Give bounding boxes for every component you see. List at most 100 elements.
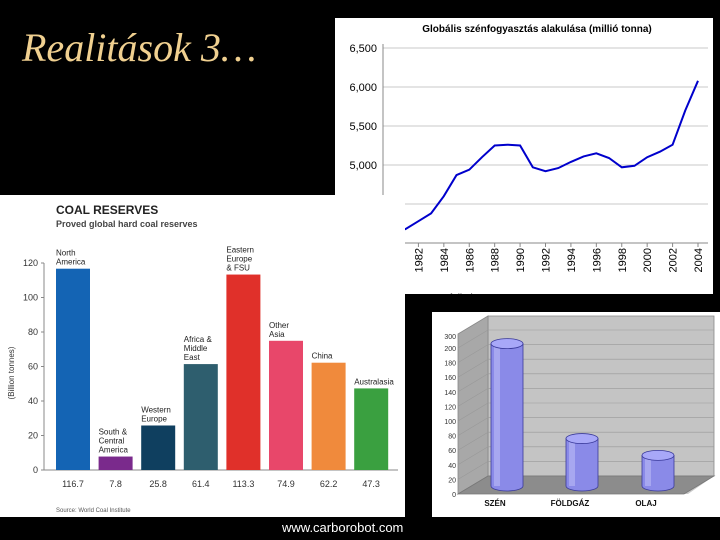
reserves-category-label: North	[56, 249, 76, 258]
reserves-chart-source: Source: World Coal Institute	[56, 508, 131, 514]
reserves-bar	[226, 274, 261, 470]
reserves-bar	[311, 362, 346, 470]
reserves-category-label: Asia	[269, 330, 285, 339]
cylinder-chart-y-tick: 80	[448, 434, 456, 441]
cylinder-chart-y-ticks: 0 20 40 60 80 100 120 140 160 180 200 300	[444, 334, 456, 499]
cylinder-chart-gridline	[457, 358, 489, 378]
cylinder-chart-y-tick: 180	[444, 361, 456, 368]
footer-url: www.carborobot.com	[282, 520, 404, 535]
fuel-cylinder-bar-chart: 0 20 40 60 80 100 120 140 160 180 200 300 SZÉN FÖLDG…	[432, 312, 720, 517]
cylinder-bar	[641, 449, 675, 492]
line-chart-series	[392, 80, 699, 235]
reserves-category-label: & FSU	[226, 264, 250, 273]
line-chart-title: Globális szénfogyasztás alakulása (milli…	[422, 24, 652, 35]
reserves-category-label: Australasia	[354, 377, 394, 386]
reserves-value-label: 74.9	[277, 479, 295, 489]
cylinder-chart-gridline	[457, 402, 489, 422]
reserves-category-label: Africa &	[184, 335, 213, 344]
reserves-value-label: 113.3	[232, 479, 254, 489]
reserves-chart-value-labels: 116.7 7.8 25.8 61.4 113.3 74.9 62.2 47.3	[62, 479, 380, 489]
reserves-category-label: America	[99, 446, 129, 455]
reserves-category-label: Europe	[226, 255, 252, 264]
line-chart-x-tick: 1988	[490, 248, 502, 272]
line-chart-x-tick: 1982	[413, 248, 425, 272]
reserves-chart-y-tick: 80	[28, 327, 38, 337]
line-chart-x-tick: 2002	[668, 248, 680, 272]
reserves-category-label: Eastern	[226, 246, 254, 255]
line-chart-x-tick: 2004	[693, 248, 705, 272]
reserves-chart-y-tick: 120	[23, 258, 38, 268]
reserves-chart-y-axis-label: (Billion tonnes)	[7, 346, 16, 399]
line-chart-x-tick: 1996	[591, 248, 603, 272]
line-chart-y-tick: 5,500	[349, 121, 377, 133]
line-chart-series-line	[392, 80, 699, 235]
line-chart-x-tick: 1998	[617, 248, 629, 272]
reserves-chart-y-tick: 60	[28, 362, 38, 372]
cylinder-chart-y-tick: 120	[444, 404, 456, 411]
reserves-value-label: 7.8	[109, 479, 122, 489]
line-chart-x-tick: 1984	[439, 248, 451, 272]
reserves-bar	[98, 456, 133, 470]
cylinder-chart-y-tick: 100	[444, 419, 456, 426]
reserves-chart-y-tick: 0	[33, 465, 38, 475]
cylinder-chart-y-tick: 20	[448, 477, 456, 484]
line-chart-x-tick: 2000	[642, 248, 654, 272]
reserves-chart-subtitle: Proved global hard coal reserves	[56, 219, 198, 229]
reserves-bar	[141, 425, 176, 470]
line-chart-x-tick: 1992	[541, 248, 553, 272]
cylinder-chart-gridline	[457, 417, 489, 436]
line-chart-y-tick: 5,000	[349, 160, 377, 172]
cylinder-chart-gridline	[457, 461, 489, 480]
coal-reserves-bar-chart: COAL RESERVES Proved global hard coal re…	[0, 195, 405, 517]
reserves-chart-y-tick: 40	[28, 396, 38, 406]
cylinder-chart-y-tick: 60	[448, 448, 456, 455]
cylinder-chart-x-label: FÖLDGÁZ	[551, 499, 590, 508]
cylinder-chart-y-tick: 0	[452, 492, 456, 499]
reserves-category-label: East	[184, 353, 201, 362]
reserves-category-label: South &	[99, 428, 128, 437]
reserves-bar	[56, 268, 90, 470]
reserves-bar	[183, 364, 218, 470]
cylinder-chart-grid	[457, 329, 714, 480]
cylinder-chart-gridline	[457, 446, 489, 466]
reserves-category-label: Other	[269, 321, 289, 330]
reserves-bar	[269, 340, 303, 470]
cylinder-chart-y-tick: 140	[444, 390, 456, 397]
cylinder-chart-gridline	[457, 329, 489, 349]
reserves-chart-y-tick: 20	[28, 431, 38, 441]
reserves-value-label: 116.7	[62, 479, 84, 489]
line-chart-x-tick: 1994	[566, 248, 578, 272]
cylinder-chart-x-label: SZÉN	[484, 499, 506, 508]
line-chart-y-tick: 6,000	[349, 82, 377, 94]
cylinder-chart-x-label: OLAJ	[635, 499, 656, 508]
cylinder-chart-y-tick: 200	[444, 346, 456, 353]
cylinder-chart-y-tick: 300	[444, 334, 456, 341]
line-chart-y-tick: 6,500	[349, 43, 377, 55]
cylinder-chart-gridline	[457, 344, 489, 363]
cylinder-chart-bars	[490, 338, 675, 492]
cylinder-chart-gridline	[457, 373, 489, 393]
reserves-value-label: 25.8	[149, 479, 167, 489]
reserves-category-label: Central	[99, 437, 125, 446]
cylinder-bar	[565, 433, 599, 492]
line-chart-x-tick: 1990	[515, 248, 527, 272]
reserves-category-label: China	[312, 352, 333, 361]
cylinder-chart-gridline	[457, 388, 489, 407]
line-chart-source: Forrás: EIA, portfolio.hu	[376, 293, 482, 304]
cylinder-bar	[490, 338, 524, 492]
cylinder-chart-y-tick: 40	[448, 463, 456, 470]
slide-title: Realitások 3…	[22, 25, 257, 70]
cylinder-chart-x-labels: SZÉN FÖLDGÁZ OLAJ	[484, 499, 656, 508]
cylinder-chart-y-tick: 160	[444, 375, 456, 382]
reserves-category-label: Europe	[141, 414, 167, 423]
reserves-category-label: Middle	[184, 344, 208, 353]
reserves-category-label: America	[56, 258, 86, 267]
reserves-value-label: 62.2	[320, 479, 338, 489]
reserves-chart-title: COAL RESERVES	[56, 203, 158, 217]
reserves-value-label: 47.3	[362, 479, 380, 489]
reserves-chart-y-tick: 100	[23, 293, 38, 303]
reserves-bar	[354, 388, 389, 470]
cylinder-chart-gridline	[457, 431, 489, 451]
reserves-value-label: 61.4	[192, 479, 210, 489]
